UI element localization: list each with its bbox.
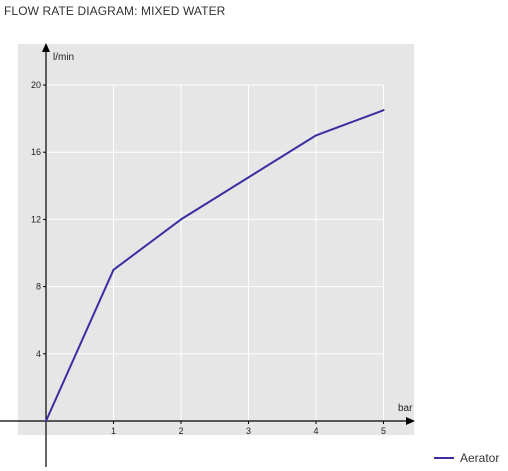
x-tick-label: 5 <box>381 426 386 436</box>
x-tick-label: 3 <box>246 426 251 436</box>
legend: Aerator <box>434 451 499 465</box>
data-point-aerator <box>382 109 385 111</box>
data-point-aerator <box>315 134 317 137</box>
plot-area <box>18 44 414 435</box>
y-tick-label: 12 <box>31 214 41 224</box>
grid-lines <box>46 84 384 421</box>
data-point-aerator <box>180 218 182 221</box>
x-tick-label: 4 <box>313 426 318 436</box>
x-tick-label: 2 <box>178 426 183 436</box>
series-line-aerator <box>45 109 385 422</box>
series-lines <box>45 109 385 422</box>
axes <box>0 43 415 467</box>
y-tick-label: 4 <box>36 349 41 359</box>
plot-background <box>18 44 414 435</box>
data-point-aerator <box>112 269 115 271</box>
x-axis-label: bar <box>398 403 413 414</box>
y-tick-label: 16 <box>31 147 41 157</box>
y-tick-label: 20 <box>31 80 41 90</box>
y-tick-label: 8 <box>36 282 41 292</box>
x-axis-arrow <box>406 417 415 425</box>
y-axis-arrow <box>42 43 50 52</box>
legend-label-aerator: Aerator <box>460 451 499 465</box>
data-point-aerator <box>45 420 47 422</box>
data-point-aerator <box>247 176 250 179</box>
x-tick-label: 1 <box>111 426 116 436</box>
chart-title: FLOW RATE DIAGRAM: MIXED WATER <box>4 4 226 18</box>
y-axis-label: l/min <box>53 52 74 63</box>
